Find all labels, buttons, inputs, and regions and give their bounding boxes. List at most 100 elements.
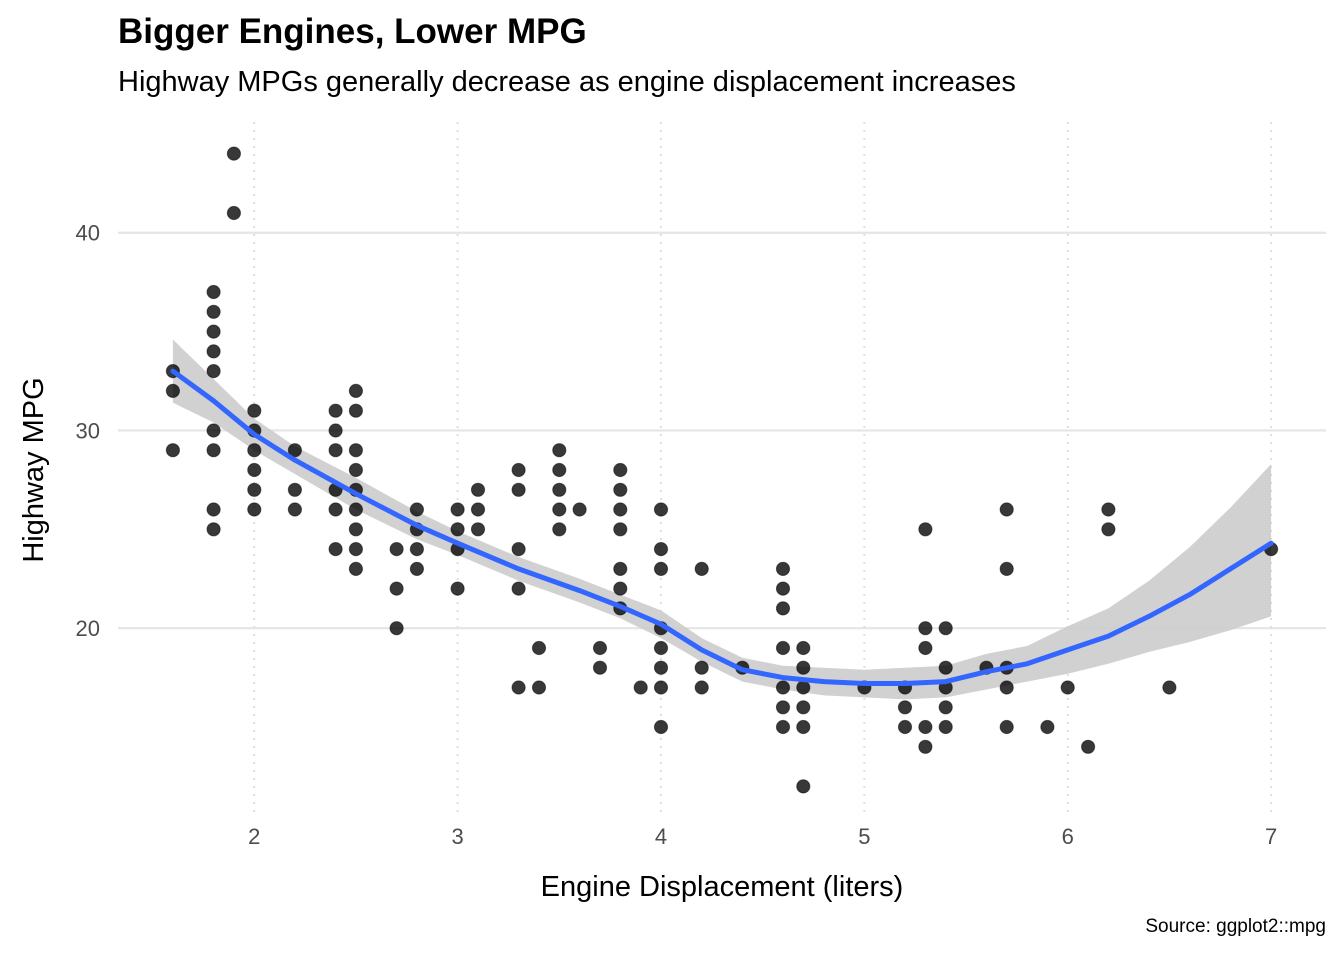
data-point — [1101, 502, 1116, 517]
data-point — [247, 482, 262, 497]
data-point — [348, 462, 363, 478]
data-point — [1081, 739, 1096, 754]
data-point — [999, 502, 1014, 517]
data-point — [613, 581, 628, 596]
data-point — [775, 601, 791, 616]
data-point — [918, 719, 933, 735]
data-point — [653, 640, 669, 656]
data-point — [348, 403, 363, 418]
data-point — [653, 719, 669, 735]
data-point — [206, 443, 221, 458]
data-point — [511, 581, 526, 596]
y-tick-label: 40 — [76, 221, 100, 246]
data-point — [938, 700, 953, 715]
data-point — [897, 719, 913, 735]
data-point — [938, 719, 953, 735]
data-point — [775, 561, 791, 577]
data-point — [694, 680, 709, 695]
data-point — [389, 542, 404, 557]
data-point — [897, 700, 913, 715]
data-point — [653, 561, 669, 577]
data-point — [206, 324, 221, 339]
data-point — [409, 561, 424, 577]
data-point — [572, 502, 587, 517]
data-point — [552, 522, 567, 537]
data-point — [287, 502, 302, 517]
data-point — [247, 443, 262, 458]
smooth-line — [170, 368, 1274, 686]
data-point — [450, 502, 465, 517]
data-point — [796, 700, 811, 715]
data-point — [796, 779, 811, 794]
data-point — [165, 443, 180, 458]
data-point — [511, 482, 526, 497]
data-point — [592, 640, 608, 656]
data-point — [653, 660, 669, 675]
smooth-line-layer — [170, 368, 1274, 686]
data-point — [389, 621, 404, 636]
y-axis-title: Highway MPG — [18, 377, 50, 562]
data-point — [653, 502, 669, 517]
x-tick-label: 7 — [1265, 824, 1277, 849]
data-point — [796, 660, 811, 675]
data-point — [796, 640, 811, 656]
data-point — [206, 502, 221, 517]
data-point — [613, 462, 628, 478]
data-point — [552, 462, 567, 478]
data-point — [694, 561, 709, 577]
data-point — [165, 383, 180, 398]
data-point — [653, 680, 669, 695]
data-point — [531, 640, 547, 656]
data-point — [796, 719, 811, 735]
data-point — [1162, 680, 1177, 695]
data-point — [775, 700, 791, 715]
data-point — [348, 561, 363, 577]
x-tick-label: 5 — [858, 824, 870, 849]
chart-caption: Source: ggplot2::mpg — [1145, 916, 1326, 937]
data-point — [775, 719, 791, 735]
data-point — [247, 403, 262, 418]
data-point — [999, 680, 1014, 695]
data-point — [206, 423, 221, 438]
data-point — [1060, 680, 1075, 695]
data-point — [389, 581, 404, 596]
data-point — [653, 542, 669, 557]
x-axis-title: Engine Displacement (liters) — [541, 871, 904, 903]
data-point — [918, 739, 933, 754]
data-point — [531, 680, 547, 695]
data-point — [328, 542, 343, 557]
chart-title: Bigger Engines, Lower MPG — [118, 12, 587, 51]
data-point — [918, 522, 933, 537]
data-point — [552, 482, 567, 497]
data-point — [450, 522, 465, 537]
data-point — [511, 542, 526, 557]
data-point — [1101, 522, 1116, 537]
points-layer — [165, 146, 1279, 794]
data-point — [694, 660, 709, 675]
data-point — [328, 502, 343, 517]
data-point — [328, 403, 343, 418]
data-point — [409, 542, 424, 557]
data-point — [511, 680, 526, 695]
x-tick-label: 3 — [451, 824, 463, 849]
data-point — [918, 640, 933, 656]
data-point — [206, 304, 221, 319]
data-point — [613, 522, 628, 537]
data-point — [938, 621, 953, 636]
data-point — [348, 542, 363, 557]
data-point — [511, 462, 526, 478]
data-point — [348, 383, 363, 398]
data-point — [552, 502, 567, 517]
data-point — [775, 640, 791, 656]
data-point — [633, 680, 648, 695]
data-point — [206, 344, 221, 359]
data-point — [409, 502, 424, 517]
data-point — [470, 522, 486, 537]
data-point — [450, 581, 465, 596]
y-tick-label: 30 — [76, 418, 100, 443]
data-point — [1040, 719, 1055, 735]
data-point — [552, 443, 567, 458]
data-point — [918, 621, 933, 636]
x-tick-label: 4 — [655, 824, 667, 849]
